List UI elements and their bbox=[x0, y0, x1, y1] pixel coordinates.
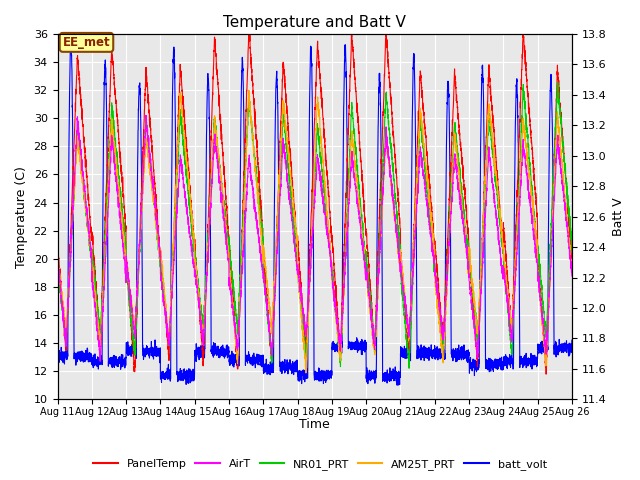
NR01_PRT bbox=[568, 235, 575, 240]
AM25T_PRT bbox=[401, 300, 409, 306]
NR01_PRT bbox=[146, 155, 154, 160]
batt_volt bbox=[430, 347, 438, 352]
Legend: PanelTemp, AirT, NR01_PRT, AM25T_PRT, batt_volt: PanelTemp, AirT, NR01_PRT, AM25T_PRT, ba… bbox=[88, 455, 552, 474]
PanelTemp bbox=[568, 252, 575, 257]
PanelTemp bbox=[296, 265, 303, 271]
NR01_PRT bbox=[568, 249, 576, 255]
batt_volt bbox=[568, 346, 575, 352]
Line: PanelTemp: PanelTemp bbox=[58, 24, 572, 374]
PanelTemp bbox=[542, 372, 550, 377]
batt_volt bbox=[296, 368, 303, 373]
PanelTemp bbox=[568, 255, 576, 261]
PanelTemp bbox=[245, 21, 253, 26]
Title: Temperature and Batt V: Temperature and Batt V bbox=[223, 15, 406, 30]
AirT bbox=[296, 278, 303, 284]
NR01_PRT bbox=[54, 264, 61, 269]
AirT bbox=[568, 273, 576, 279]
Line: NR01_PRT: NR01_PRT bbox=[58, 83, 572, 368]
PanelTemp bbox=[401, 300, 409, 305]
PanelTemp bbox=[146, 115, 154, 121]
batt_volt bbox=[146, 349, 154, 355]
AM25T_PRT bbox=[146, 168, 154, 174]
PanelTemp bbox=[459, 173, 467, 179]
Text: EE_met: EE_met bbox=[63, 36, 110, 49]
NR01_PRT bbox=[405, 365, 413, 371]
AirT bbox=[147, 152, 154, 158]
batt_volt bbox=[54, 356, 61, 361]
AirT bbox=[401, 303, 409, 309]
X-axis label: Time: Time bbox=[300, 419, 330, 432]
AirT bbox=[96, 359, 104, 364]
batt_volt bbox=[401, 350, 409, 356]
AM25T_PRT bbox=[459, 212, 467, 218]
AirT bbox=[142, 113, 150, 119]
AirT bbox=[459, 218, 467, 224]
NR01_PRT bbox=[554, 80, 562, 85]
AM25T_PRT bbox=[54, 259, 61, 264]
AM25T_PRT bbox=[568, 263, 575, 269]
NR01_PRT bbox=[295, 286, 303, 292]
AM25T_PRT bbox=[568, 265, 576, 271]
Line: batt_volt: batt_volt bbox=[58, 42, 572, 385]
AirT bbox=[568, 268, 575, 274]
AM25T_PRT bbox=[245, 87, 253, 93]
Line: AM25T_PRT: AM25T_PRT bbox=[58, 90, 572, 373]
batt_volt bbox=[394, 383, 402, 388]
batt_volt bbox=[459, 346, 467, 352]
batt_volt bbox=[67, 39, 75, 45]
PanelTemp bbox=[430, 235, 438, 240]
NR01_PRT bbox=[459, 205, 467, 211]
Y-axis label: Temperature (C): Temperature (C) bbox=[15, 166, 28, 267]
NR01_PRT bbox=[430, 259, 438, 265]
AirT bbox=[430, 255, 438, 261]
NR01_PRT bbox=[401, 318, 409, 324]
AM25T_PRT bbox=[430, 249, 438, 254]
batt_volt bbox=[568, 337, 576, 343]
AM25T_PRT bbox=[296, 288, 303, 294]
AM25T_PRT bbox=[302, 370, 310, 376]
AirT bbox=[54, 257, 61, 263]
Line: AirT: AirT bbox=[58, 116, 572, 361]
Y-axis label: Batt V: Batt V bbox=[612, 197, 625, 236]
PanelTemp bbox=[54, 240, 61, 245]
